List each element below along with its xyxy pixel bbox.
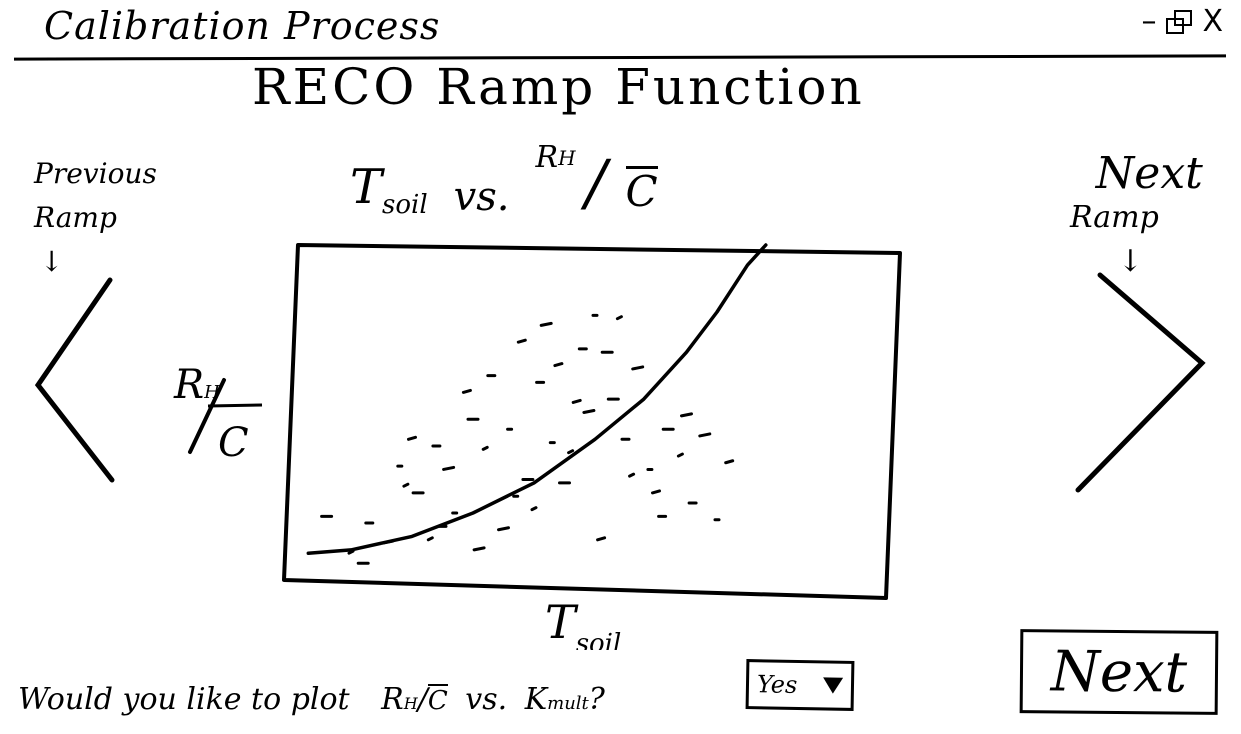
close-button[interactable]: X: [1202, 4, 1223, 39]
next-ramp-label: Next Ramp ↓: [1070, 152, 1203, 284]
y-axis-label-denominator: C: [218, 420, 249, 466]
y-axis-label-bar: [207, 403, 263, 408]
plot-choice-dropdown[interactable]: Yes: [745, 659, 855, 711]
window-controls: – X: [1141, 4, 1223, 40]
chevron-down-icon: [822, 677, 844, 694]
page-title: RECO Ramp Function: [252, 58, 865, 116]
data-point: [402, 482, 410, 488]
plot-area-border: [282, 243, 902, 600]
chevron-right-icon: [1075, 272, 1206, 493]
previous-ramp-label: Previous Ramp ↓: [34, 152, 157, 284]
chevron-left-icon: [34, 277, 115, 483]
data-point: [571, 398, 582, 404]
data-point: [553, 362, 564, 368]
data-point: [676, 452, 684, 458]
arrow-down-icon: ↓: [1117, 244, 1143, 279]
dropdown-selected-value: Yes: [756, 670, 798, 699]
chart-frame: [282, 243, 902, 600]
next-button-label: Next: [1050, 638, 1188, 706]
data-point: [631, 365, 645, 371]
restore-icon[interactable]: [1166, 10, 1193, 34]
data-point: [442, 465, 456, 471]
data-point: [472, 546, 486, 552]
data-point: [680, 412, 693, 418]
y-axis-label-numerator: RH: [173, 362, 220, 408]
previous-ramp-button[interactable]: [20, 260, 130, 500]
data-point: [628, 472, 636, 478]
chart-heading: Tsoil vs. RH / C: [350, 140, 676, 220]
x-axis-label: Tsoil: [545, 595, 621, 650]
data-point: [615, 315, 623, 321]
data-point: [481, 445, 489, 451]
y-axis-label-slash: [188, 378, 226, 454]
data-point: [426, 536, 434, 542]
axis-labels-layer: Tsoil RH C: [173, 362, 621, 650]
minimize-button[interactable]: –: [1141, 4, 1157, 39]
data-point: [724, 459, 735, 465]
heading-vs: vs.: [453, 174, 510, 220]
next-button[interactable]: Next: [1019, 629, 1219, 715]
data-point: [347, 549, 355, 555]
data-point: [381, 539, 395, 545]
data-point: [596, 536, 607, 542]
y-axis-label: RH C: [173, 362, 263, 466]
data-point: [651, 489, 661, 495]
data-points-layer: [320, 313, 735, 565]
next-ramp-button[interactable]: [1060, 260, 1220, 500]
plot-question: Would you like to plot RH/C vs. Kmult?: [18, 682, 605, 717]
data-point: [516, 338, 527, 344]
scatter-chart: Tsoil RH C: [173, 243, 902, 650]
data-point: [582, 409, 596, 414]
data-point: [461, 388, 472, 394]
data-point: [530, 506, 538, 512]
data-point: [407, 435, 417, 441]
data-point: [497, 526, 510, 532]
data-point: [539, 321, 553, 327]
heading-x-name: Tsoil: [350, 159, 428, 220]
arrow-down-icon: ↓: [40, 245, 64, 278]
heading-y-fraction: RH / C: [535, 140, 658, 219]
window-title: Calibration Process: [44, 4, 441, 48]
data-point: [698, 432, 712, 438]
data-point: [567, 449, 575, 455]
